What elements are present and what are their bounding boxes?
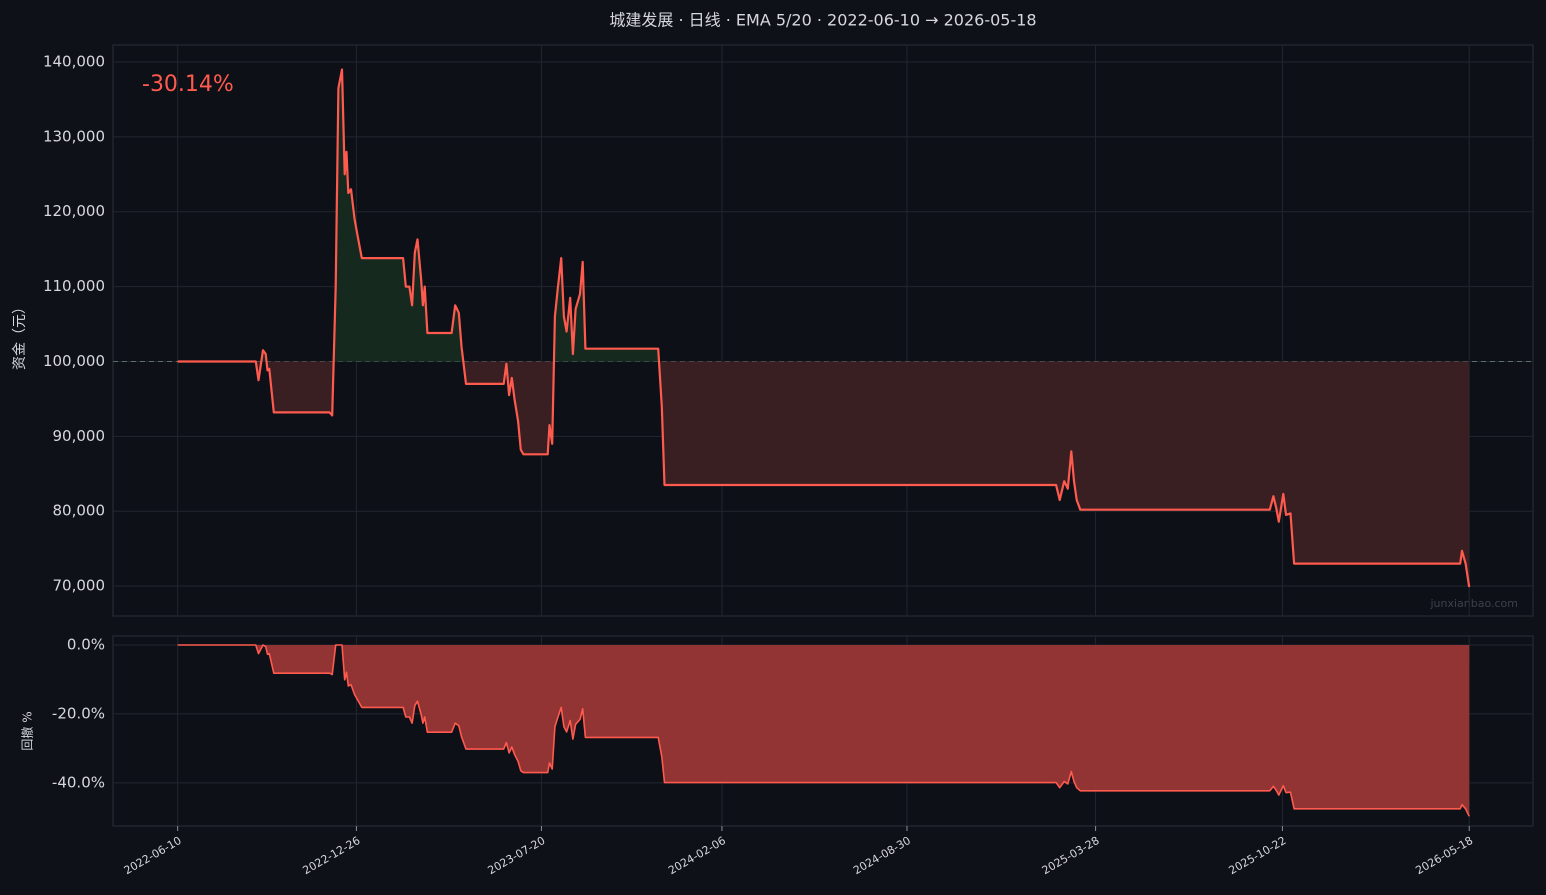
y-axis-label: 资金（元） <box>12 300 28 370</box>
y-tick-label: 140,000 <box>43 52 105 70</box>
x-tick-label: 2026-05-18 <box>1413 834 1475 877</box>
y-tick-label: 70,000 <box>53 577 106 595</box>
y-tick-label: 110,000 <box>43 277 105 295</box>
return-annotation: -30.14% <box>142 72 234 97</box>
x-tick-label: 2024-08-30 <box>851 834 913 877</box>
equity-line <box>177 68 1471 588</box>
y-tick-label: 100,000 <box>43 352 105 370</box>
x-tick-label: 2025-10-22 <box>1227 834 1289 877</box>
x-tick-label: 2023-07-20 <box>486 834 548 877</box>
x-tick-label: 2025-03-28 <box>1040 834 1102 877</box>
y-tick-label: 120,000 <box>43 202 105 220</box>
y-tick-label: 80,000 <box>53 502 106 520</box>
x-tick-label: 2024-02-06 <box>666 834 728 877</box>
y-axis-label: 回撤 % <box>20 711 35 750</box>
loss-area <box>177 361 1470 588</box>
x-tick-label: 2022-12-26 <box>301 834 363 877</box>
drawdown-line <box>177 644 1470 817</box>
chart-title: 城建发展 · 日线 · EMA 5/20 · 2022-06-10 → 2026… <box>609 11 1036 30</box>
y-tick-label: -40.0% <box>52 773 105 791</box>
y-tick-label: 130,000 <box>43 127 105 145</box>
y-tick-label: 0.0% <box>67 635 105 653</box>
y-tick-label: 90,000 <box>53 427 106 445</box>
x-tick-label: 2022-06-10 <box>122 834 184 877</box>
watermark: junxianbao.com <box>1429 597 1518 610</box>
drawdown-area <box>177 644 1470 817</box>
y-tick-label: -20.0% <box>52 704 105 722</box>
gain-area <box>261 69 659 362</box>
